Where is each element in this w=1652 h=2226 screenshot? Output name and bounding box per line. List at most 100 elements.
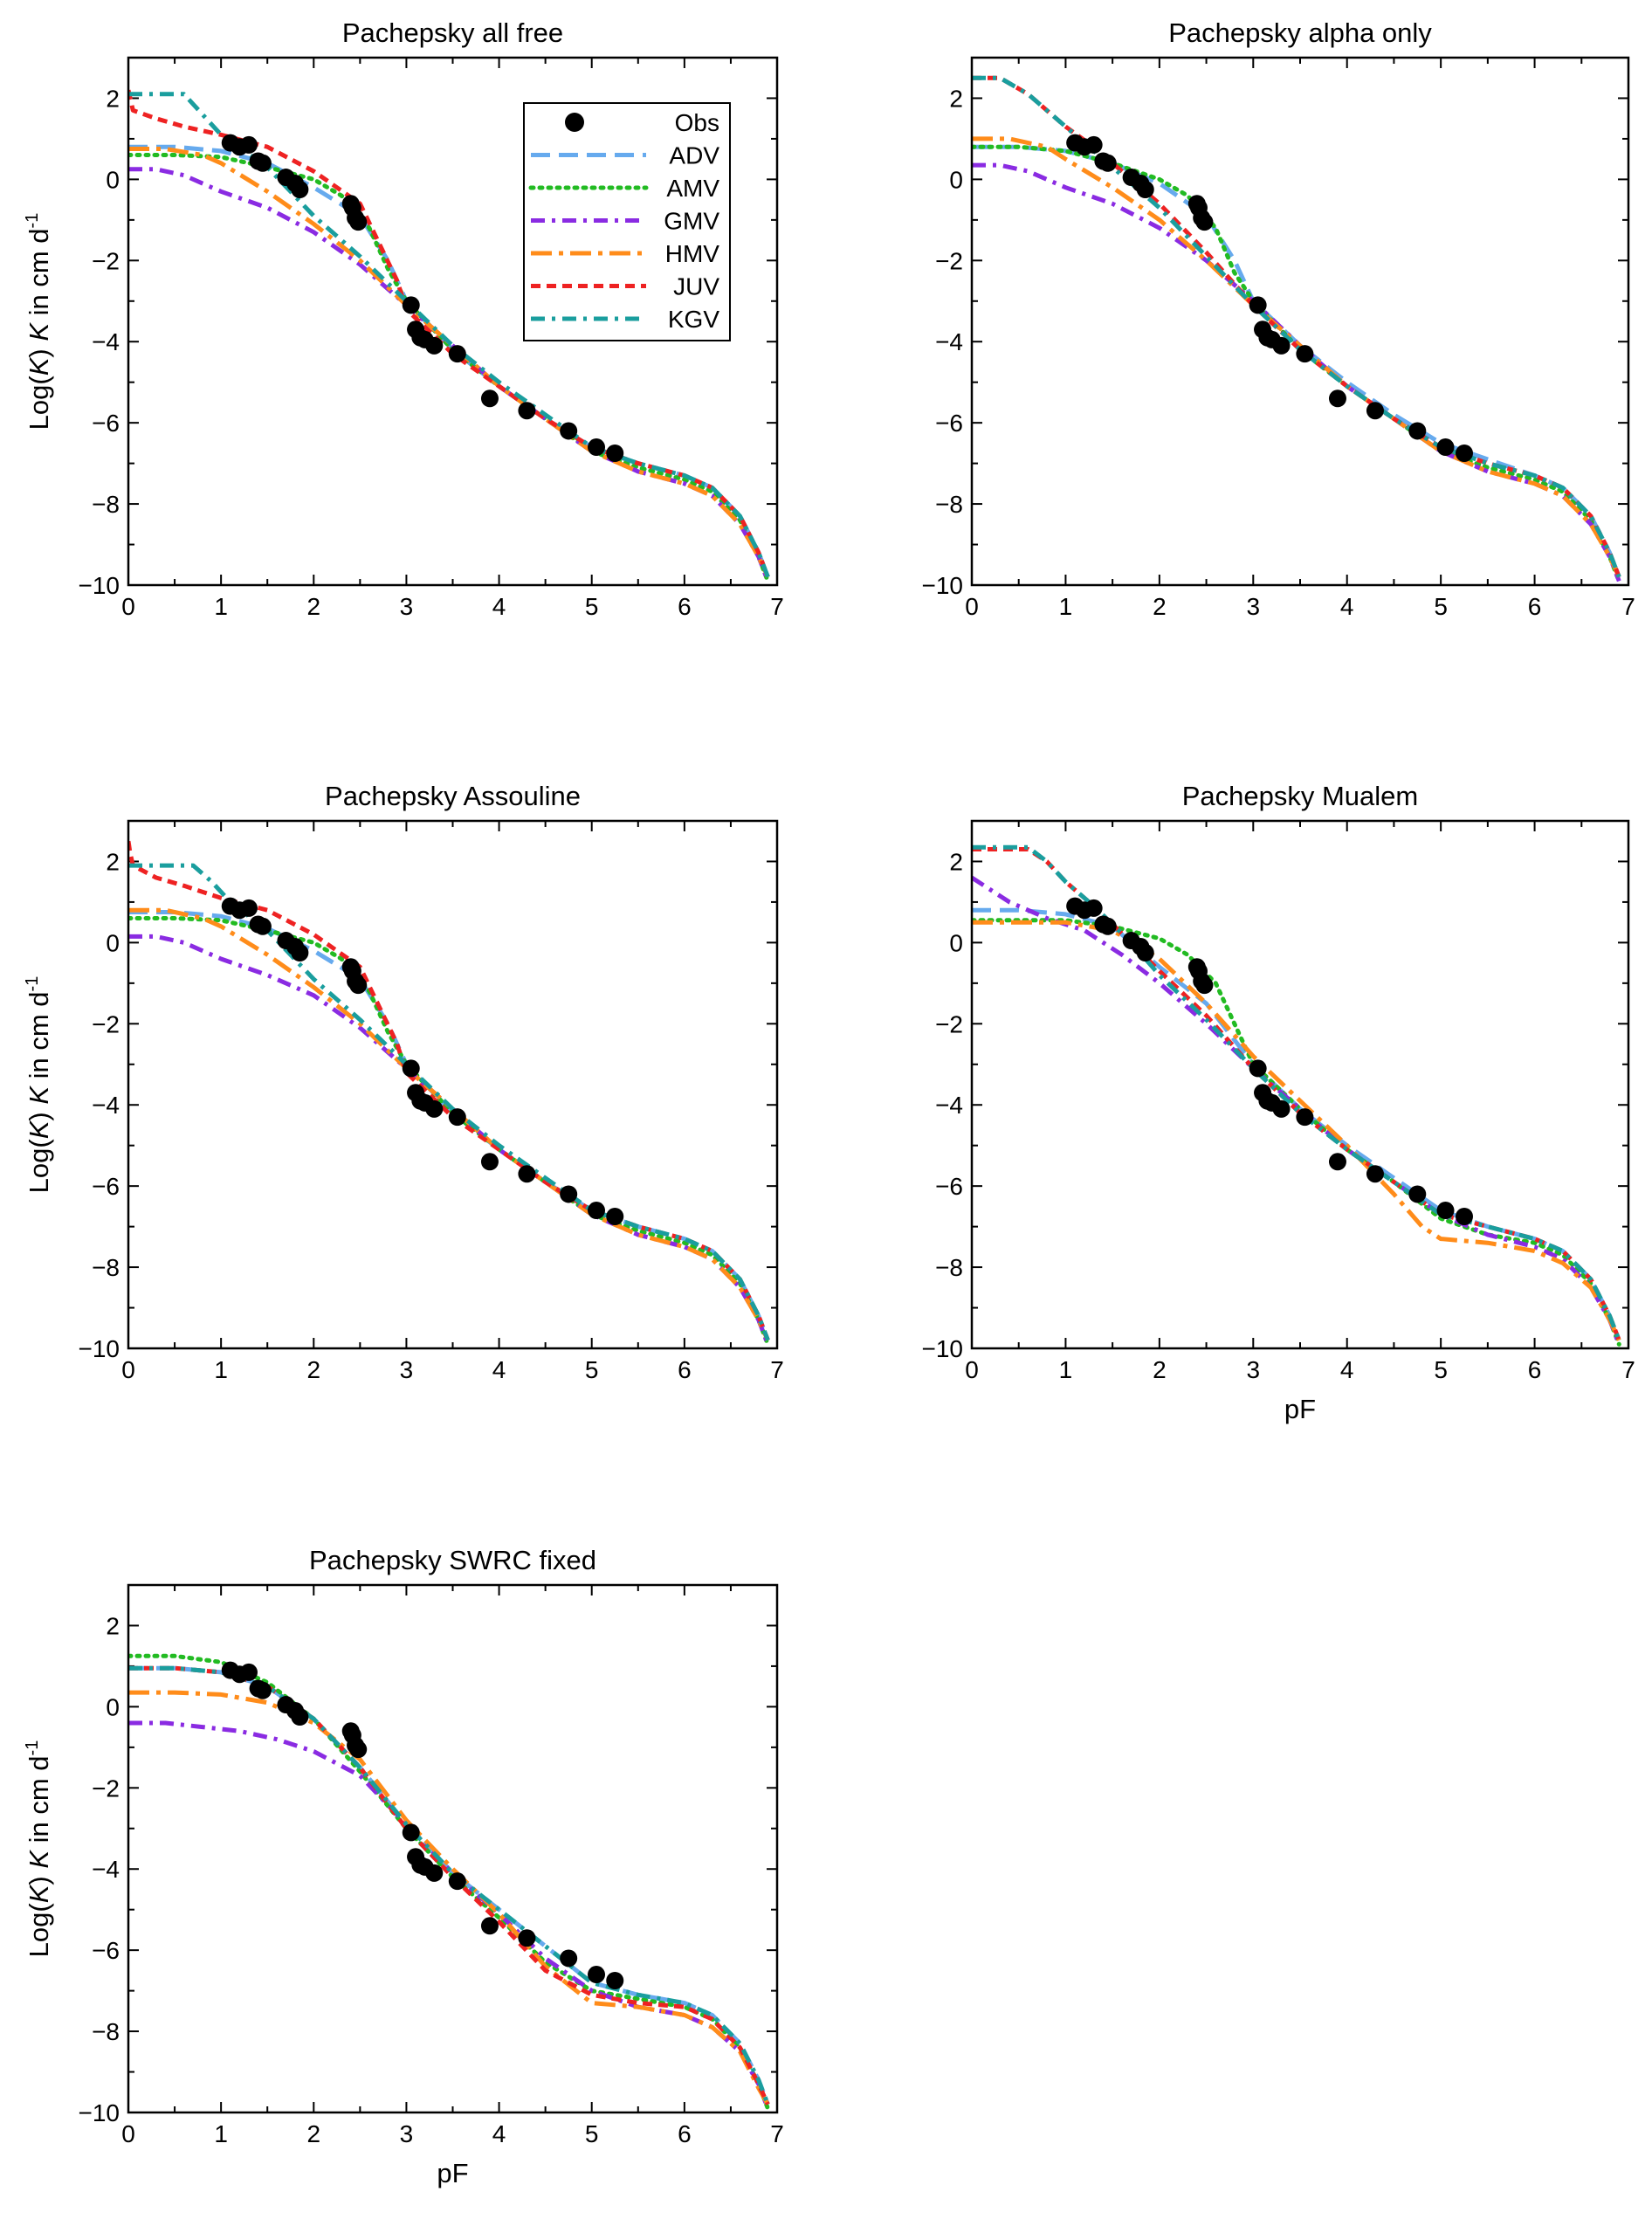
series-line-hmv <box>972 920 1621 1341</box>
legend-label: GMV <box>664 208 719 235</box>
x-tick-label: 0 <box>965 1356 979 1383</box>
y-tick-label: 2 <box>949 848 963 875</box>
x-tick-label: 4 <box>492 1356 506 1383</box>
legend-label: ADV <box>669 142 719 169</box>
obs-point <box>1366 402 1384 420</box>
y-tick-label: 0 <box>106 166 120 193</box>
x-tick-label: 7 <box>770 2120 784 2147</box>
obs-point <box>349 1740 368 1759</box>
observed-points <box>221 134 624 462</box>
x-tick-label: 2 <box>306 2120 320 2147</box>
obs-point <box>518 1929 536 1947</box>
series-line-hmv <box>128 907 770 1341</box>
series-group <box>128 1653 770 2111</box>
obs-point <box>425 336 444 355</box>
x-tick-label: 5 <box>585 2120 599 2147</box>
obs-point <box>518 1165 536 1183</box>
x-tick-label: 5 <box>585 1356 599 1383</box>
x-tick-label: 4 <box>1340 1356 1354 1383</box>
series-line-gmv <box>128 1720 770 2110</box>
x-tick-label: 3 <box>400 593 414 620</box>
obs-point <box>1249 296 1267 314</box>
chart-panel: Pachepsky Mualem 0 1 2 3 4 5 6 7 −10 −8 −6 −4 −2 0 2 pF <box>922 781 1635 1424</box>
x-tick-label: 6 <box>678 2120 692 2147</box>
series-line-hmv <box>972 136 1621 578</box>
obs-point <box>606 445 624 462</box>
y-tick-label: −6 <box>935 1173 963 1200</box>
series-line-gmv <box>972 162 1621 582</box>
x-tick-label: 7 <box>1621 1356 1635 1383</box>
plot-frame <box>970 56 1630 587</box>
y-tick-label: −8 <box>935 1254 963 1281</box>
x-tick-label: 1 <box>214 1356 228 1383</box>
series-line-hmv <box>128 147 770 578</box>
x-axis-label: pF <box>1284 1394 1316 1424</box>
series-line-adv <box>972 907 1621 1341</box>
series-group <box>972 844 1621 1347</box>
y-tick-label: −8 <box>92 1254 120 1281</box>
y-tick-label: 0 <box>949 166 963 193</box>
y-tick-label: −10 <box>79 572 120 599</box>
series-line-kgv <box>972 75 1621 578</box>
y-tick-label: −10 <box>922 572 964 599</box>
obs-point <box>1272 336 1291 355</box>
obs-point <box>1436 1202 1455 1220</box>
obs-point <box>402 1059 420 1078</box>
plot-frame <box>127 819 779 1350</box>
x-tick-label: 5 <box>585 593 599 620</box>
obs-point <box>291 181 309 198</box>
y-tick-label: −2 <box>92 1010 120 1037</box>
y-tick-label: 0 <box>949 929 963 956</box>
obs-point <box>402 1823 420 1842</box>
series-line-kgv <box>972 844 1621 1341</box>
y-tick-label: −4 <box>92 328 120 355</box>
y-axis-label: Log(K) K in cm d-1 <box>23 1740 54 1958</box>
obs-point <box>606 1972 624 1989</box>
legend-label: KGV <box>668 306 719 333</box>
series-line-juv <box>972 75 1621 578</box>
obs-point <box>425 1099 444 1118</box>
x-tick-label: 0 <box>121 2120 135 2147</box>
obs-point <box>1408 422 1427 440</box>
series-line-hmv <box>128 1690 770 2105</box>
obs-point <box>606 1208 624 1225</box>
y-tick-label: −8 <box>92 2018 120 2045</box>
y-tick-label: 2 <box>106 85 120 112</box>
y-tick-label: −4 <box>92 1092 120 1119</box>
series-group <box>128 840 770 1347</box>
x-tick-label: 1 <box>1059 1356 1073 1383</box>
obs-point <box>1366 1165 1384 1183</box>
x-tick-label: 4 <box>492 593 506 620</box>
series-line-gmv <box>128 934 770 1346</box>
legend: Obs ADV AMV GMV HMV JUV KGV <box>523 102 731 341</box>
obs-point <box>239 899 258 917</box>
plot-frame <box>127 56 779 587</box>
chart-panel: Pachepsky alpha only 0 1 2 3 4 5 6 7 −10 −8 −6 −4 −2 0… <box>922 17 1635 620</box>
obs-point <box>1456 1208 1473 1225</box>
obs-point <box>239 1663 258 1681</box>
chart-title: Pachepsky Assouline <box>325 781 581 811</box>
x-tick-label: 3 <box>1246 1356 1260 1383</box>
obs-point <box>588 1202 606 1220</box>
y-tick-label: 2 <box>106 1612 120 1639</box>
chart-panel: Pachepsky Assouline 0 1 2 3 4 5 6 7 −10 −8 −6 −4 −2 0 2… <box>23 781 784 1383</box>
x-tick-label: 0 <box>121 593 135 620</box>
obs-point <box>480 1917 499 1935</box>
y-tick-label: −2 <box>92 1775 120 1802</box>
obs-point <box>1136 944 1154 961</box>
obs-point <box>402 296 420 314</box>
x-tick-label: 6 <box>1528 1356 1542 1383</box>
x-tick-label: 1 <box>214 2120 228 2147</box>
obs-point <box>1272 1099 1291 1118</box>
y-tick-label: −2 <box>92 247 120 274</box>
chart-title: Pachepsky all free <box>342 17 563 48</box>
chart-title: Pachepsky alpha only <box>1168 17 1432 48</box>
x-tick-label: 2 <box>1153 1356 1167 1383</box>
series-line-adv <box>128 1665 770 2105</box>
x-tick-label: 3 <box>400 2120 414 2147</box>
y-tick-label: −4 <box>92 1856 120 1883</box>
x-tick-label: 3 <box>400 1356 414 1383</box>
obs-point <box>349 213 368 231</box>
obs-point <box>1408 1185 1427 1203</box>
